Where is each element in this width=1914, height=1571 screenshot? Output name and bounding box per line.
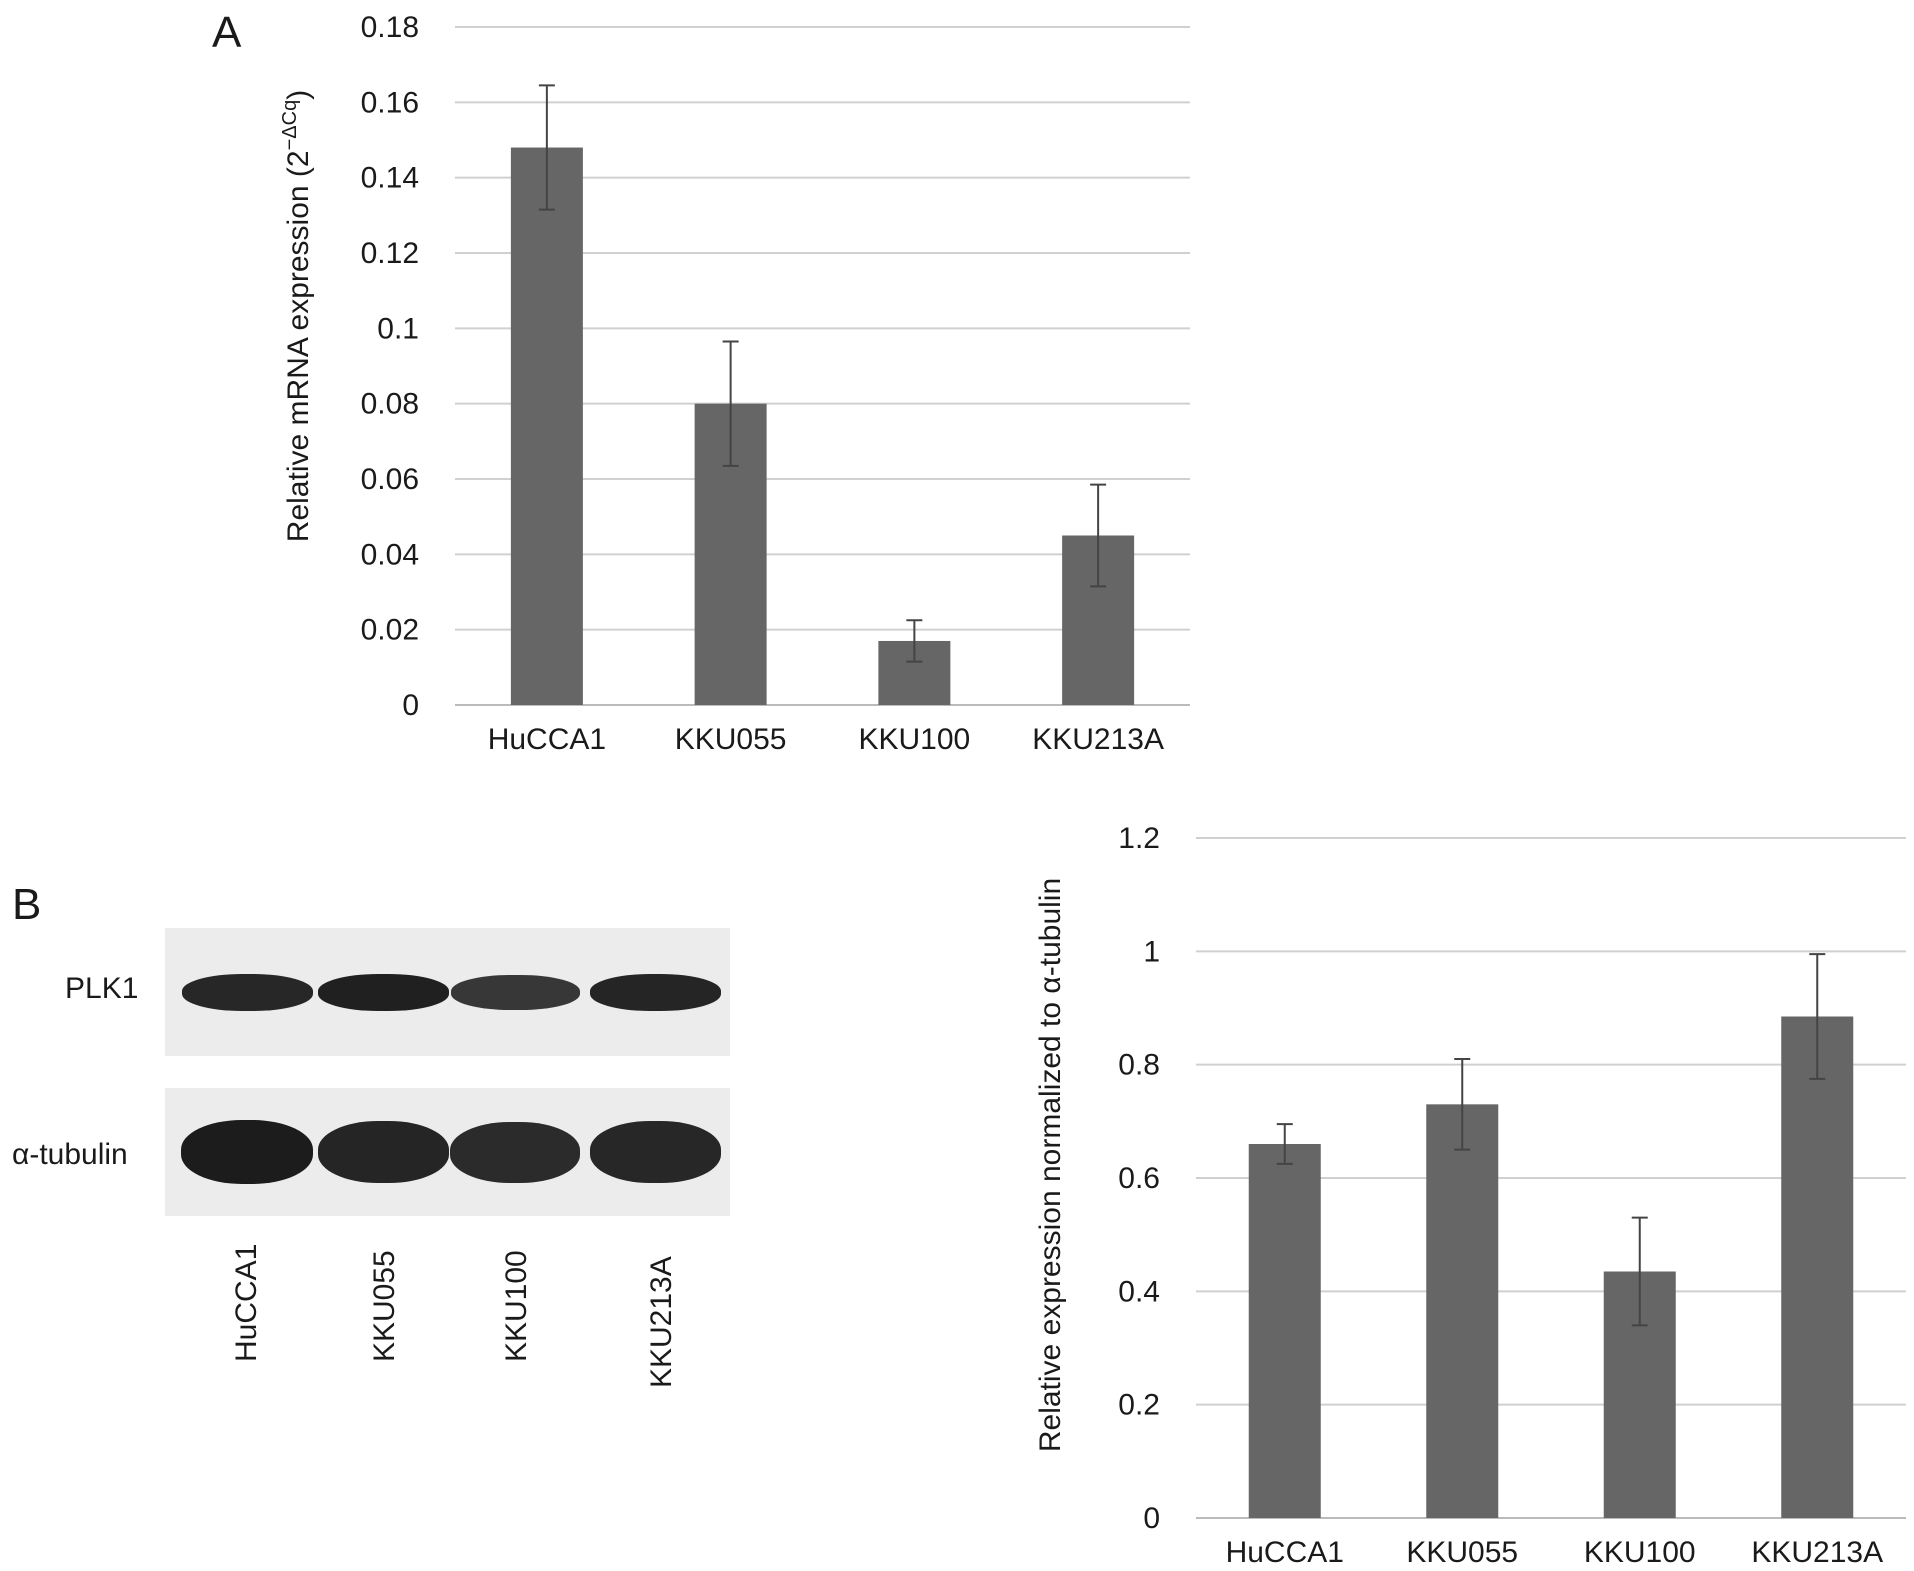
bar: [1781, 1016, 1854, 1518]
tubulin-band: [317, 1121, 449, 1183]
y-tick-label: 1.2: [1118, 822, 1160, 855]
plk1-band: [589, 973, 721, 1011]
x-tick-label: HuCCA1: [1226, 1536, 1344, 1569]
y-tick-label: 0.2: [1118, 1389, 1160, 1422]
y-axis-label: Relative expression normalized to α-tubu…: [1034, 878, 1067, 1452]
y-tick-label: 0.16: [361, 86, 419, 119]
chart-b-protein-expression: 0 0.2 0.4 0.6 0.8 1 1.2 HuCCA1 KKU055 KKU100 KKU21…: [1034, 822, 1906, 1569]
y-axis-label: Relative mRNA expression (2−ΔCq): [279, 90, 315, 542]
plk1-band: [450, 974, 580, 1010]
tubulin-band: [181, 1120, 313, 1184]
tubulin-band: [589, 1121, 721, 1183]
x-tick-label: KKU213A: [1032, 723, 1164, 756]
y-tick-label: 0.08: [361, 388, 419, 421]
y-tick-label: 0.12: [361, 237, 419, 270]
y-tick-label: 0.14: [361, 162, 419, 195]
y-tick-label: 1: [1143, 935, 1160, 968]
y-tick-label: 0.6: [1118, 1162, 1160, 1195]
panel-b-letter: B: [12, 880, 42, 929]
blot-label-plk1: PLK1: [65, 972, 139, 1005]
plk1-band: [317, 973, 449, 1011]
x-tick-label: KKU100: [859, 723, 971, 756]
blot-plk1-strip: [165, 928, 730, 1056]
x-tick-label: KKU100: [1584, 1536, 1696, 1569]
bar: [1426, 1104, 1499, 1518]
y-tick-label: 0.06: [361, 463, 419, 496]
blot-label-tubulin: α-tubulin: [12, 1138, 128, 1171]
y-tick-label: 0.1: [377, 312, 419, 345]
x-tick-label: KKU055: [1406, 1536, 1518, 1569]
x-tick-label: KKU213A: [1751, 1536, 1883, 1569]
y-tick-label: 0.02: [361, 614, 419, 647]
panel-a-letter: A: [212, 8, 242, 57]
y-tick-label: 0: [1143, 1502, 1160, 1535]
bar: [510, 147, 583, 706]
y-tick-label: 0.04: [361, 538, 419, 571]
x-tick-label: HuCCA1: [488, 723, 606, 756]
y-tick-label: 0: [402, 689, 419, 722]
y-tick-label: 0.4: [1118, 1275, 1160, 1308]
plk1-band: [181, 973, 313, 1011]
tubulin-band: [450, 1121, 580, 1183]
bar: [1248, 1144, 1321, 1518]
y-tick-label: 0.18: [361, 11, 419, 44]
x-tick-label: KKU055: [675, 723, 787, 756]
y-tick-label: 0.8: [1118, 1049, 1160, 1082]
blot-tubulin-strip: [165, 1088, 730, 1216]
chart-a-mrna-expression: 0 0.02 0.04 0.06 0.08 0.1 0.12 0.14 0.16 0.18 HuCC…: [279, 11, 1190, 756]
